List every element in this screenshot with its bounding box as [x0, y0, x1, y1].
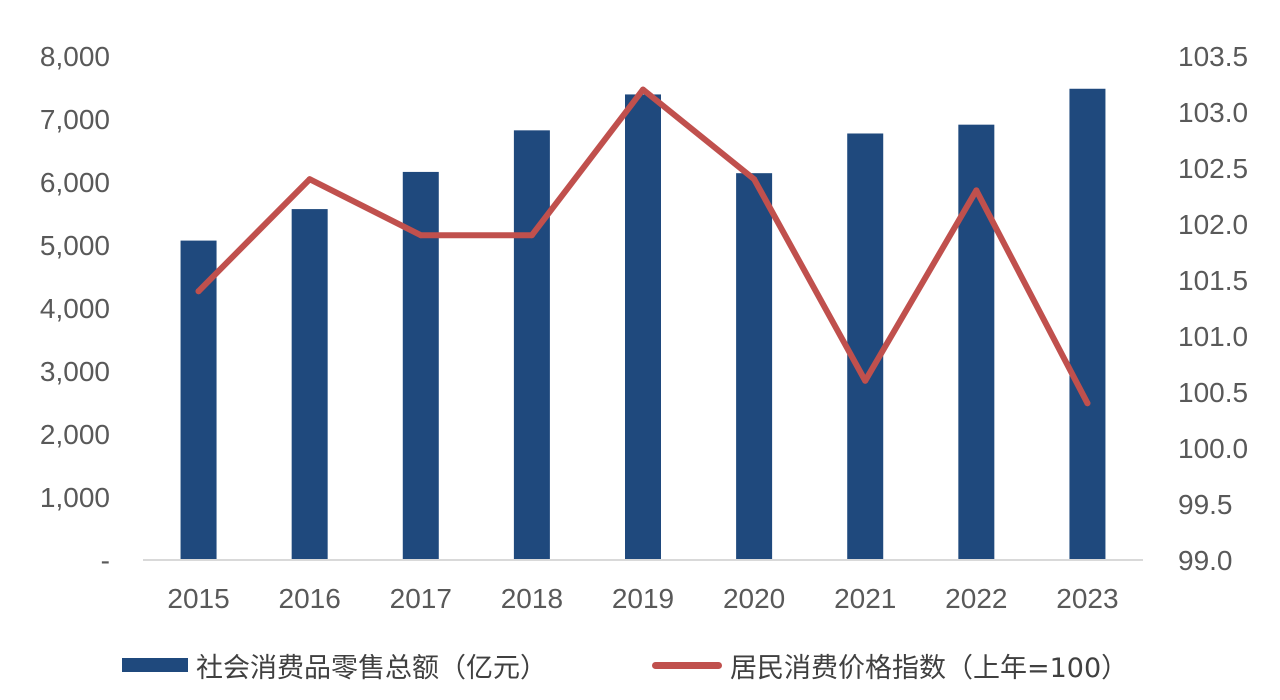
right-axis-tick-label: 100.0 [1178, 433, 1248, 464]
legend: 社会消费品零售总额（亿元） 居民消费价格指数（上年=100） [0, 640, 1280, 690]
x-axis-tick-label: 2017 [390, 583, 452, 614]
bar-2016 [291, 209, 328, 560]
cpi-point-2016 [306, 176, 313, 183]
bar-2018 [513, 130, 550, 560]
bar-series [180, 88, 1106, 561]
right-axis-tick-label: 102.5 [1178, 153, 1248, 184]
x-axis-tick-label: 2019 [612, 583, 674, 614]
left-axis-tick-label: 1,000 [40, 482, 110, 513]
left-axis-ticks: - 1,000 2,000 3,000 4,000 5,000 6,000 7,000 8,00… [40, 41, 110, 576]
right-axis-ticks: 99.0 99.5 100.0 100.5 101.0 101.5 102.0 102.5 10… [1178, 41, 1248, 576]
cpi-point-2015 [195, 288, 202, 295]
bar-2020 [736, 173, 773, 560]
left-axis-tick-label: 4,000 [40, 293, 110, 324]
bar-2022 [958, 124, 995, 561]
legend-label-cpi: 居民消费价格指数（上年=100） [730, 652, 1129, 684]
legend-line-swatch [652, 661, 722, 669]
legend-label-retail-sales: 社会消费品零售总额（亿元） [196, 652, 547, 684]
legend-item-retail-sales: 社会消费品零售总额（亿元） [122, 640, 547, 690]
cpi-point-2021 [862, 377, 869, 384]
x-axis-tick-label: 2022 [945, 583, 1007, 614]
legend-item-cpi: 居民消费价格指数（上年=100） [652, 640, 1128, 690]
cpi-point-2020 [751, 176, 758, 183]
x-axis-tick-label: 2023 [1056, 583, 1118, 614]
x-axis-tick-label: 2021 [834, 583, 896, 614]
cpi-point-2023 [1084, 400, 1091, 407]
cpi-point-2019 [640, 86, 646, 93]
cpi-point-2017 [417, 232, 424, 239]
right-axis-tick-label: 100.5 [1178, 377, 1248, 408]
bar-2021 [847, 133, 884, 561]
left-axis-tick-label: 2,000 [40, 419, 110, 450]
bar-2019 [625, 94, 661, 561]
x-axis-tick-label: 2016 [279, 583, 341, 614]
right-axis-tick-label: 102.0 [1178, 209, 1248, 240]
legend-bar-swatch [122, 658, 188, 672]
right-axis-tick-label: 101.5 [1178, 265, 1248, 296]
right-axis-tick-label: 101.0 [1178, 321, 1248, 352]
left-axis-tick-label: 3,000 [40, 356, 110, 387]
left-axis-tick-label: 5,000 [40, 230, 110, 261]
cpi-point-2022 [973, 187, 980, 194]
left-axis-tick-label: 8,000 [40, 41, 110, 72]
right-axis-tick-label: 99.0 [1178, 545, 1233, 576]
cpi-point-2018 [528, 232, 535, 239]
left-axis-tick-label: 6,000 [40, 167, 110, 198]
combo-chart: - 1,000 2,000 3,000 4,000 5,000 6,000 7,000 8,00… [40, 41, 1248, 614]
x-axis-ticks: 2015 2016 2017 2018 2019 2020 2021 2022 2023 [167, 583, 1118, 614]
left-axis-tick-label: - [101, 545, 110, 576]
right-axis-tick-label: 103.5 [1178, 41, 1248, 72]
x-axis-tick-label: 2015 [167, 583, 229, 614]
right-axis-tick-label: 99.5 [1178, 489, 1233, 520]
x-axis-tick-label: 2020 [723, 583, 785, 614]
left-axis-tick-label: 7,000 [40, 104, 110, 135]
right-axis-tick-label: 103.0 [1178, 97, 1248, 128]
bar-2023 [1069, 88, 1106, 560]
x-axis-tick-label: 2018 [501, 583, 563, 614]
line-series [195, 86, 1091, 407]
